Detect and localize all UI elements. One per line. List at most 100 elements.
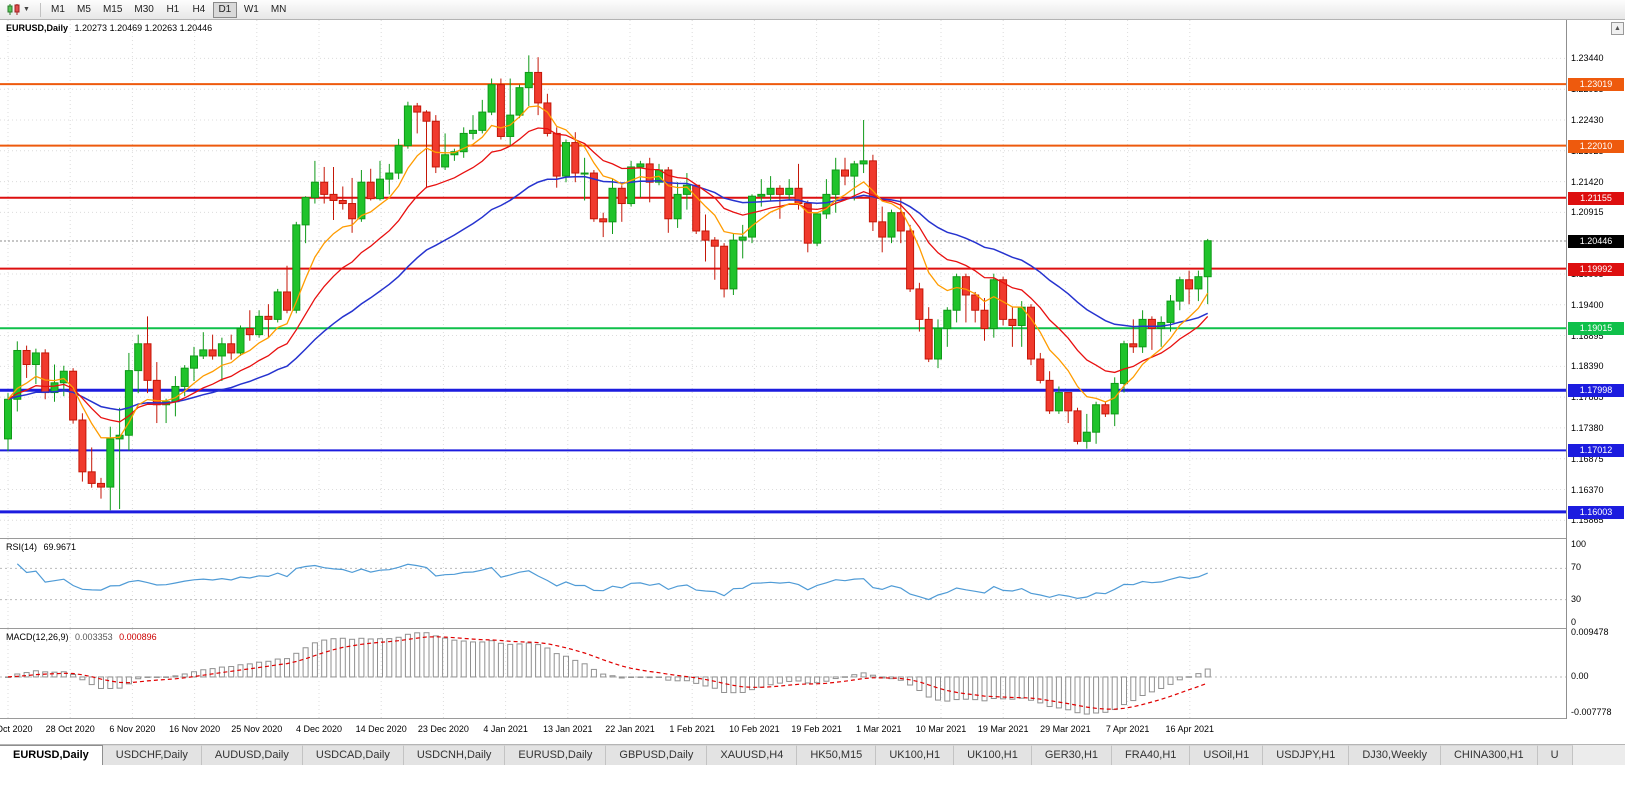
chart-tab-u[interactable]: U xyxy=(1537,745,1573,765)
price-axis-label: 1.23440 xyxy=(1571,53,1604,64)
chart-tab-eurusd-daily[interactable]: EURUSD,Daily xyxy=(0,745,103,765)
chart-tab-bar: EURUSD,Daily USDCHF,Daily AUDUSD,Daily USDC… xyxy=(0,744,1625,765)
chart-tab-gbpusd-daily[interactable]: GBPUSD,Daily xyxy=(606,745,708,765)
date-axis-label: 19 Feb 2021 xyxy=(791,724,842,734)
macd-label: MACD(12,26,9) xyxy=(6,632,69,642)
rsi-axis-label: 70 xyxy=(1571,562,1582,573)
date-axis-label: 10 Feb 2021 xyxy=(729,724,780,734)
timeframe-button-h4[interactable]: H4 xyxy=(192,3,206,15)
price-axis-label: 1.18895 xyxy=(1571,330,1604,341)
candlestick-chart-icon xyxy=(7,4,20,15)
timeframe-toolbar: ▼ M1 M5 M15 M30 H1 H4 D1 W1 MN xyxy=(0,0,1625,20)
price-line-badge: 1.16003 xyxy=(1568,505,1624,519)
price-axis-label: 1.22430 xyxy=(1571,115,1604,125)
date-axis-label: 16 Nov 2020 xyxy=(169,724,221,734)
chart-tab-uk100-h1[interactable]: UK100,H1 xyxy=(954,745,1032,765)
chart-tab-hk50-m15[interactable]: HK50,M15 xyxy=(797,745,877,765)
chart-title: EURUSD,Daily 1.20273 1.20469 1.20263 1.2… xyxy=(6,23,212,33)
rsi-label: RSI(14) xyxy=(6,542,38,552)
price-axis-label: 1.15865 xyxy=(1571,515,1604,526)
macd-canvas[interactable] xyxy=(0,629,1566,718)
macd-axis-label: 0.00 xyxy=(1571,670,1589,681)
price-axis-label: 1.17380 xyxy=(1571,422,1604,433)
timeframe-buttons: M1 M5 M15 M30 H1 H4 D1 W1 MN xyxy=(45,1,292,18)
chart-symbol: EURUSD,Daily xyxy=(6,23,69,33)
panel-separator xyxy=(0,718,1625,719)
main-chart-panel: EURUSD,Daily 1.20273 1.20469 1.20263 1.2… xyxy=(0,20,1566,538)
date-axis-label: 1 Feb 2021 xyxy=(669,724,715,734)
price-line-badge: 1.19015 xyxy=(1568,322,1624,336)
timeframe-button-mn[interactable]: MN xyxy=(270,3,287,15)
rsi-canvas[interactable] xyxy=(0,539,1566,628)
date-axis-label: 19 Oct 2020 xyxy=(0,724,33,734)
price-line-badge: 1.22010 xyxy=(1568,139,1624,153)
date-axis-label: 22 Jan 2021 xyxy=(605,724,655,734)
current-price-badge: 1.20446 xyxy=(1568,234,1624,248)
date-axis-label: 25 Nov 2020 xyxy=(231,724,283,734)
chart-tab-eurusd-daily[interactable]: EURUSD,Daily xyxy=(505,745,607,765)
chevron-down-icon: ▼ xyxy=(23,6,30,13)
macd-header: MACD(12,26,9) 0.003353 0.000896 xyxy=(6,632,157,642)
rsi-header: RSI(14) 69.9671 xyxy=(6,542,76,552)
date-axis-label: 4 Dec 2020 xyxy=(295,724,343,734)
price-axis-label: 1.19400 xyxy=(1571,299,1604,310)
date-axis-label: 29 Mar 2021 xyxy=(1040,724,1091,734)
date-axis-label: 14 Dec 2020 xyxy=(355,724,407,734)
price-axis-label: 1.16875 xyxy=(1571,453,1604,464)
macd-main-value: 0.003353 xyxy=(75,632,113,642)
timeframe-button-d1[interactable]: D1 xyxy=(212,1,237,18)
chart-tab-uk100-h1[interactable]: UK100,H1 xyxy=(876,745,955,765)
timeframe-button-m30[interactable]: M30 xyxy=(134,3,154,15)
chart-tab-usdcnh-daily[interactable]: USDCNH,Daily xyxy=(403,745,506,765)
main-chart-canvas[interactable] xyxy=(0,20,1566,538)
price-line-badge: 1.23019 xyxy=(1568,78,1624,92)
price-line-badge: 1.17998 xyxy=(1568,384,1624,398)
chart-ohlc-values: 1.20273 1.20469 1.20263 1.20446 xyxy=(74,23,213,33)
date-axis[interactable]: 19 Oct 2020 28 Oct 2020 6 Nov 2020 16 Nov 2… xyxy=(0,719,1566,742)
price-line-badge: 1.21155 xyxy=(1568,191,1624,205)
price-axis[interactable]: ▲ 1.234401.229351.224301.219251.214201.2… xyxy=(1566,20,1625,719)
scroll-up-button[interactable]: ▲ xyxy=(1611,22,1624,35)
timeframe-button-w1[interactable]: W1 xyxy=(243,3,259,15)
date-axis-label: 1 Mar 2021 xyxy=(856,724,902,734)
rsi-value: 69.9671 xyxy=(43,542,77,552)
macd-panel: MACD(12,26,9) 0.003353 0.000896 xyxy=(0,628,1566,718)
timeframe-button-m1[interactable]: M1 xyxy=(50,3,65,15)
chart-tab-fra40-h1[interactable]: FRA40,H1 xyxy=(1112,745,1191,765)
chart-tab-xauusd-h4[interactable]: XAUUSD,H4 xyxy=(707,745,798,765)
rsi-axis-label: 100 xyxy=(1571,539,1587,549)
date-axis-label: 28 Oct 2020 xyxy=(45,724,95,734)
toolbar-separator xyxy=(39,2,41,17)
chart-tab-china300-h1[interactable]: CHINA300,H1 xyxy=(1440,745,1538,765)
timeframe-button-m15[interactable]: M15 xyxy=(102,3,123,15)
rsi-axis-label: 0 xyxy=(1571,617,1577,627)
chart-tab-usdchf-daily[interactable]: USDCHF,Daily xyxy=(102,745,202,765)
price-axis-label: 1.20915 xyxy=(1571,207,1604,218)
macd-axis-label: -0.007778 xyxy=(1571,707,1612,717)
price-axis-label: 1.18390 xyxy=(1571,361,1604,372)
chart-tab-dj30-weekly[interactable]: DJ30,Weekly xyxy=(1349,745,1441,765)
price-axis-label: 1.21420 xyxy=(1571,176,1604,187)
price-axis-label: 1.16370 xyxy=(1571,484,1604,495)
rsi-panel: RSI(14) 69.9671 xyxy=(0,538,1566,628)
price-line-badge: 1.19992 xyxy=(1568,262,1624,276)
chart-tab-usdjpy-h1[interactable]: USDJPY,H1 xyxy=(1263,745,1350,765)
timeframe-button-m5[interactable]: M5 xyxy=(76,3,91,15)
date-axis-label: 13 Jan 2021 xyxy=(543,724,593,734)
date-axis-label: 6 Nov 2020 xyxy=(109,724,156,734)
date-axis-label: 4 Jan 2021 xyxy=(483,724,528,734)
chart-tab-usdcad-daily[interactable]: USDCAD,Daily xyxy=(302,745,404,765)
macd-signal-value: 0.000896 xyxy=(119,632,157,642)
chart-tab-usoil-h1[interactable]: USOil,H1 xyxy=(1190,745,1264,765)
date-axis-label: 19 Mar 2021 xyxy=(977,724,1029,734)
date-axis-label: 7 Apr 2021 xyxy=(1105,724,1150,734)
chart-type-button[interactable]: ▼ xyxy=(3,1,34,18)
timeframe-button-h1[interactable]: H1 xyxy=(166,3,180,15)
date-axis-label: 10 Mar 2021 xyxy=(915,724,967,734)
price-line-badge: 1.17012 xyxy=(1568,444,1624,458)
date-axis-label: 16 Apr 2021 xyxy=(1165,724,1215,734)
macd-axis-label: 0.009478 xyxy=(1571,627,1609,637)
chart-tab-ger30-h1[interactable]: GER30,H1 xyxy=(1031,745,1113,765)
chart-tab-audusd-daily[interactable]: AUDUSD,Daily xyxy=(201,745,303,765)
